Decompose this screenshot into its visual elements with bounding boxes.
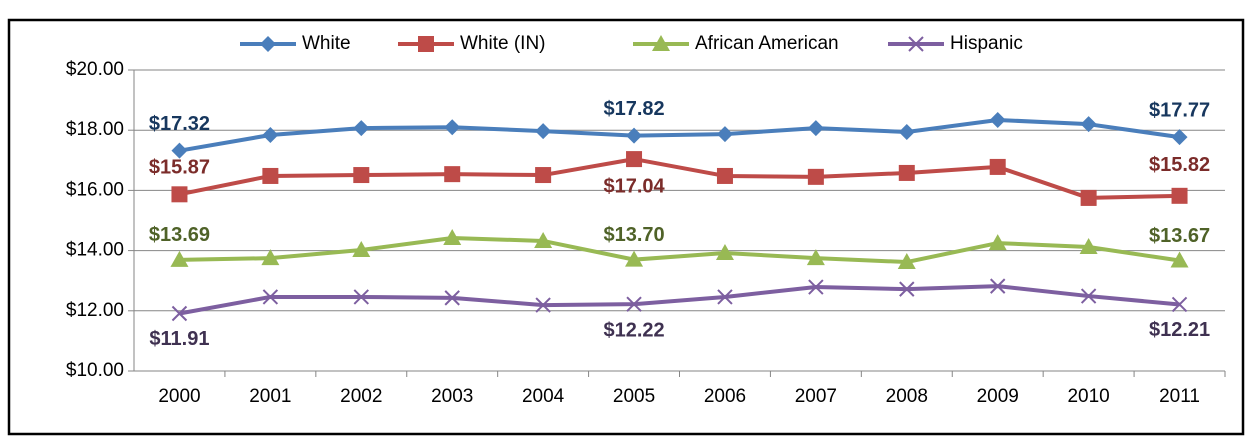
point [261,249,280,266]
point [626,296,642,312]
point [170,250,189,267]
value-label: $15.87 [149,157,210,179]
x-tick-label: 2004 [522,386,565,407]
value-label: $13.70 [603,224,664,246]
x-tick-label: 2007 [795,386,837,407]
legend-label: African American [695,33,839,54]
point [897,253,916,270]
x-tick-label: 2008 [886,386,928,407]
point [535,297,551,313]
x-tick-label: 2005 [613,386,655,407]
point [353,120,370,137]
value-label: $13.67 [1149,225,1210,247]
point [535,123,552,140]
point [352,240,371,257]
y-tick-label: $12.00 [66,300,124,321]
point [262,167,279,184]
x-tick-label: 2003 [431,386,473,407]
x-tick-label: 2001 [249,386,291,407]
point [1079,237,1098,254]
point [626,127,643,144]
point [899,281,915,297]
legend-marker [652,35,670,51]
value-label: $11.91 [149,328,209,350]
point [807,120,824,137]
y-tick-label: $18.00 [66,119,124,140]
point [1171,129,1188,146]
point [1171,187,1188,204]
legend-label: White [302,33,351,54]
point [534,231,553,248]
x-tick-label: 2000 [158,386,200,407]
point [1080,116,1097,133]
legend-label: White (IN) [460,33,546,54]
y-tick-label: $16.00 [66,179,124,200]
y-tick-label: $14.00 [66,240,124,261]
value-label: $12.21 [1149,319,1210,341]
point [171,186,188,203]
value-label: $17.04 [603,175,665,197]
point [898,124,915,141]
value-label: $13.69 [149,224,210,246]
point [444,166,461,183]
point [717,289,733,305]
point [626,151,643,168]
point [898,164,915,181]
y-tick-label: $20.00 [66,59,124,80]
point [990,278,1006,294]
x-tick-label: 2010 [1067,386,1109,407]
legend-marker [908,36,924,52]
y-tick-label: $10.00 [66,360,124,381]
legend-marker [260,36,276,52]
point [1080,189,1097,206]
point [1170,251,1189,268]
point [262,127,279,144]
point [806,249,825,266]
point [262,289,279,305]
chart-frame [7,18,1245,436]
point [989,111,1006,128]
point [444,119,461,136]
x-tick-label: 2002 [340,386,382,407]
point [1080,288,1097,304]
point [625,250,644,267]
point [171,305,188,322]
series-line [179,157,1180,200]
x-tick-label: 2009 [977,386,1019,407]
legend-label: Hispanic [950,33,1023,54]
value-label: $17.82 [603,98,664,120]
series-line [179,117,1180,153]
point [444,290,460,306]
x-tick-label: 2006 [704,386,746,407]
point [443,228,462,245]
point [716,167,733,184]
x-tick-label: 2011 [1159,386,1200,407]
point [988,234,1007,251]
point [716,126,733,143]
series-line [179,284,1180,316]
point [171,142,188,159]
point [1171,296,1188,313]
point [808,279,824,295]
point [535,167,552,184]
point [353,289,369,305]
point [715,244,734,261]
value-label: $17.77 [1149,99,1210,121]
point [807,168,824,185]
point [353,167,370,184]
value-label: $17.32 [149,113,210,135]
point [989,158,1006,175]
value-label: $12.22 [603,319,664,341]
series-line [179,235,1180,265]
value-label: $15.82 [1149,154,1210,176]
legend-marker [418,36,434,52]
